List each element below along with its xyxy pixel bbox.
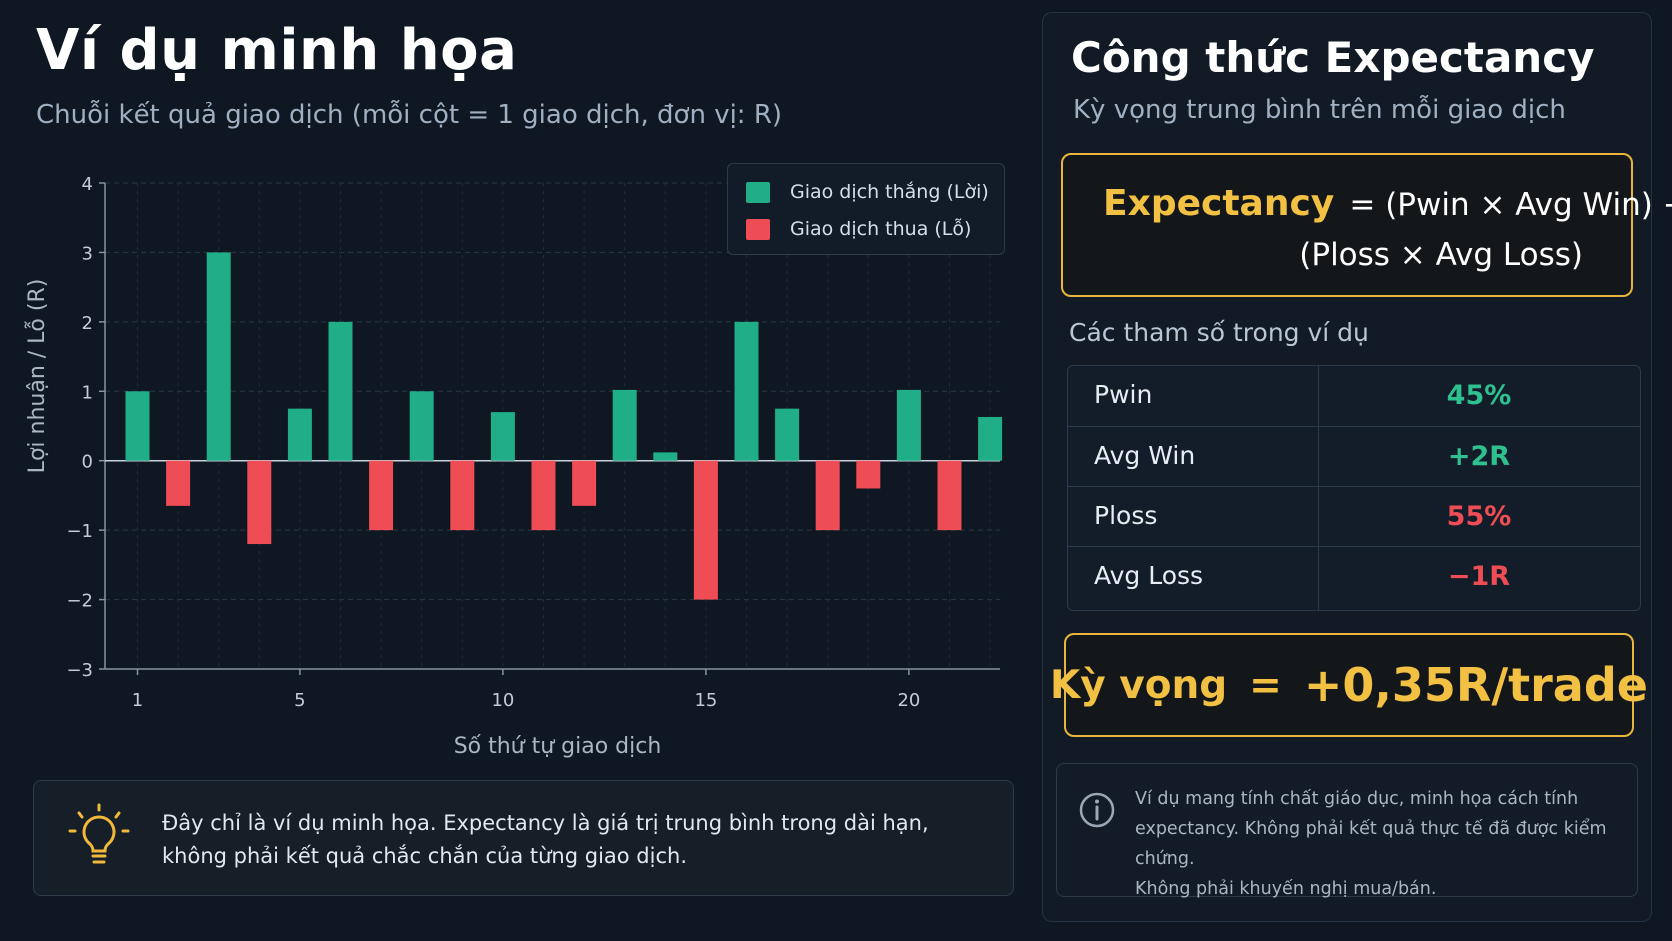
param-name: Pwin [1094,380,1153,409]
chart-legend: Giao dịch thắng (Lời) Giao dịch thua (Lỗ… [727,163,1005,255]
param-value: 45% [1446,380,1512,411]
y-tick-label: −1 [66,521,93,542]
note-text: Đây chỉ là ví dụ minh họa. Expectancy là… [162,807,982,873]
legend-item-loss: Giao dịch thua (Lỗ) [746,218,971,240]
params-table: Pwin 45% Avg Win +2R Ploss 55% Avg Loss … [1067,365,1641,611]
bar-win [775,408,800,461]
note-text-line1: Đây chỉ là ví dụ minh họa. Expectancy là… [162,811,929,835]
disclaimer-box: Ví dụ mang tính chất giáo dục, minh họa … [1056,763,1638,899]
bar-win [409,391,434,461]
formula-subtitle: Kỳ vọng trung bình trên mỗi giao dịch [1073,95,1566,125]
x-tick-label: 20 [897,690,920,711]
param-name: Avg Win [1094,441,1196,470]
bar-loss [166,460,191,506]
param-row-avg-loss: Avg Loss −1R [1068,546,1640,607]
params-heading: Các tham số trong ví dụ [1069,318,1369,347]
legend-label-loss: Giao dịch thua (Lỗ) [790,218,972,240]
y-tick-label: −3 [66,660,93,681]
bar-win [490,412,515,461]
param-name: Avg Loss [1094,561,1204,590]
param-row-avg-win: Avg Win +2R [1068,426,1640,487]
left-subtitle: Chuỗi kết quả giao dịch (mỗi cột = 1 gia… [36,100,783,130]
bar-loss [450,460,475,531]
formula-part2: (Ploss × Avg Loss) [1299,237,1583,273]
formula-keyword: Expectancy [1103,183,1335,224]
left-title: Ví dụ minh họa [36,18,518,83]
formula-panel: Công thức Expectancy Kỳ vọng trung bình … [1042,12,1672,922]
x-tick-label: 1 [132,690,143,711]
bar-loss [531,460,556,531]
bar-loss [247,460,272,545]
params-column-divider [1318,366,1319,610]
formula-title: Công thức Expectancy [1071,33,1595,82]
param-name: Ploss [1094,501,1158,530]
legend-swatch-loss [746,218,770,240]
note-text-line2: không phải kết quả chắc chắn của từng gi… [162,844,687,868]
y-tick-label: 4 [82,174,93,195]
bar-loss [856,460,881,489]
bar-win [206,252,231,461]
bar-win [653,452,678,461]
legend-label-win: Giao dịch thắng (Lời) [790,181,989,203]
param-row-pwin: Pwin 45% [1068,366,1640,426]
param-row-ploss: Ploss 55% [1068,486,1640,547]
x-tick-label: 15 [694,690,717,711]
y-tick-label: 2 [82,313,93,334]
formula-line1: Expectancy = (Pwin × Avg Win) − [1103,183,1672,224]
param-value: 55% [1446,501,1512,532]
lightbulb-icon [64,801,134,875]
y-tick-label: 1 [82,382,93,403]
disclaimer-line1: Ví dụ mang tính chất giáo dục, minh họa … [1135,789,1579,809]
legend-swatch-win [746,181,770,203]
y-tick-label: 0 [82,452,93,473]
x-axis-label: Số thứ tự giao dịch [454,734,662,759]
bar-loss [572,460,597,506]
disclaimer-line2: expectancy. Không phải kết quả thực tế đ… [1135,819,1607,869]
param-value: −1R [1447,561,1511,592]
bar-loss [369,460,394,531]
info-icon [1077,790,1117,834]
result-equals: = [1249,662,1282,708]
y-axis-label: Lợi nhuận / Lỗ (R) [24,279,50,474]
result-label: Kỳ vọng [1050,662,1228,708]
x-tick-label: 5 [294,690,305,711]
y-tick-label: −2 [66,591,93,612]
bar-win [328,321,353,461]
bar-win [978,416,1003,461]
bar-win [734,321,759,461]
bar-loss [693,460,718,600]
x-tick-label: 10 [491,690,514,711]
bar-win [287,408,312,461]
formula-part1: = (Pwin × Avg Win) − [1349,187,1672,223]
bar-win [125,391,150,461]
y-tick-label: 3 [82,243,93,264]
formula-box: Expectancy = (Pwin × Avg Win) − (Ploss ×… [1061,153,1672,297]
param-value: +2R [1447,441,1511,472]
legend-item-win: Giao dịch thắng (Lời) [746,181,989,203]
result-value: +0,35R/trade [1303,658,1648,712]
bar-win [612,389,637,461]
bar-loss [815,460,840,531]
bar-loss [937,460,962,531]
bar-win [896,389,921,461]
note-box: Đây chỉ là ví dụ minh họa. Expectancy là… [33,780,1014,896]
disclaimer-text: Ví dụ mang tính chất giáo dục, minh họa … [1135,784,1625,904]
disclaimer-line3: Không phải khuyến nghị mua/bán. [1135,879,1437,899]
expectancy-result-box: Kỳ vọng = +0,35R/trade [1050,633,1648,737]
